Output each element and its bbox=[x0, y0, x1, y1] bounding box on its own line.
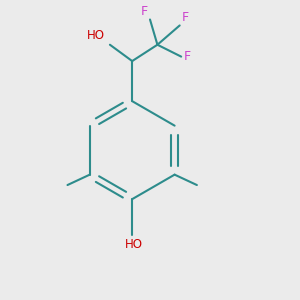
Text: F: F bbox=[184, 50, 191, 63]
Text: HO: HO bbox=[87, 29, 105, 42]
Text: F: F bbox=[140, 5, 148, 18]
Text: F: F bbox=[182, 11, 189, 24]
Text: HO: HO bbox=[125, 238, 143, 251]
